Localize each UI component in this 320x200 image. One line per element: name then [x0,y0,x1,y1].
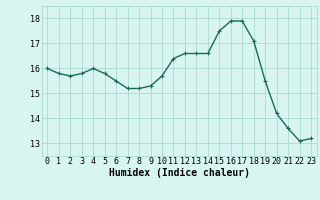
X-axis label: Humidex (Indice chaleur): Humidex (Indice chaleur) [109,168,250,178]
